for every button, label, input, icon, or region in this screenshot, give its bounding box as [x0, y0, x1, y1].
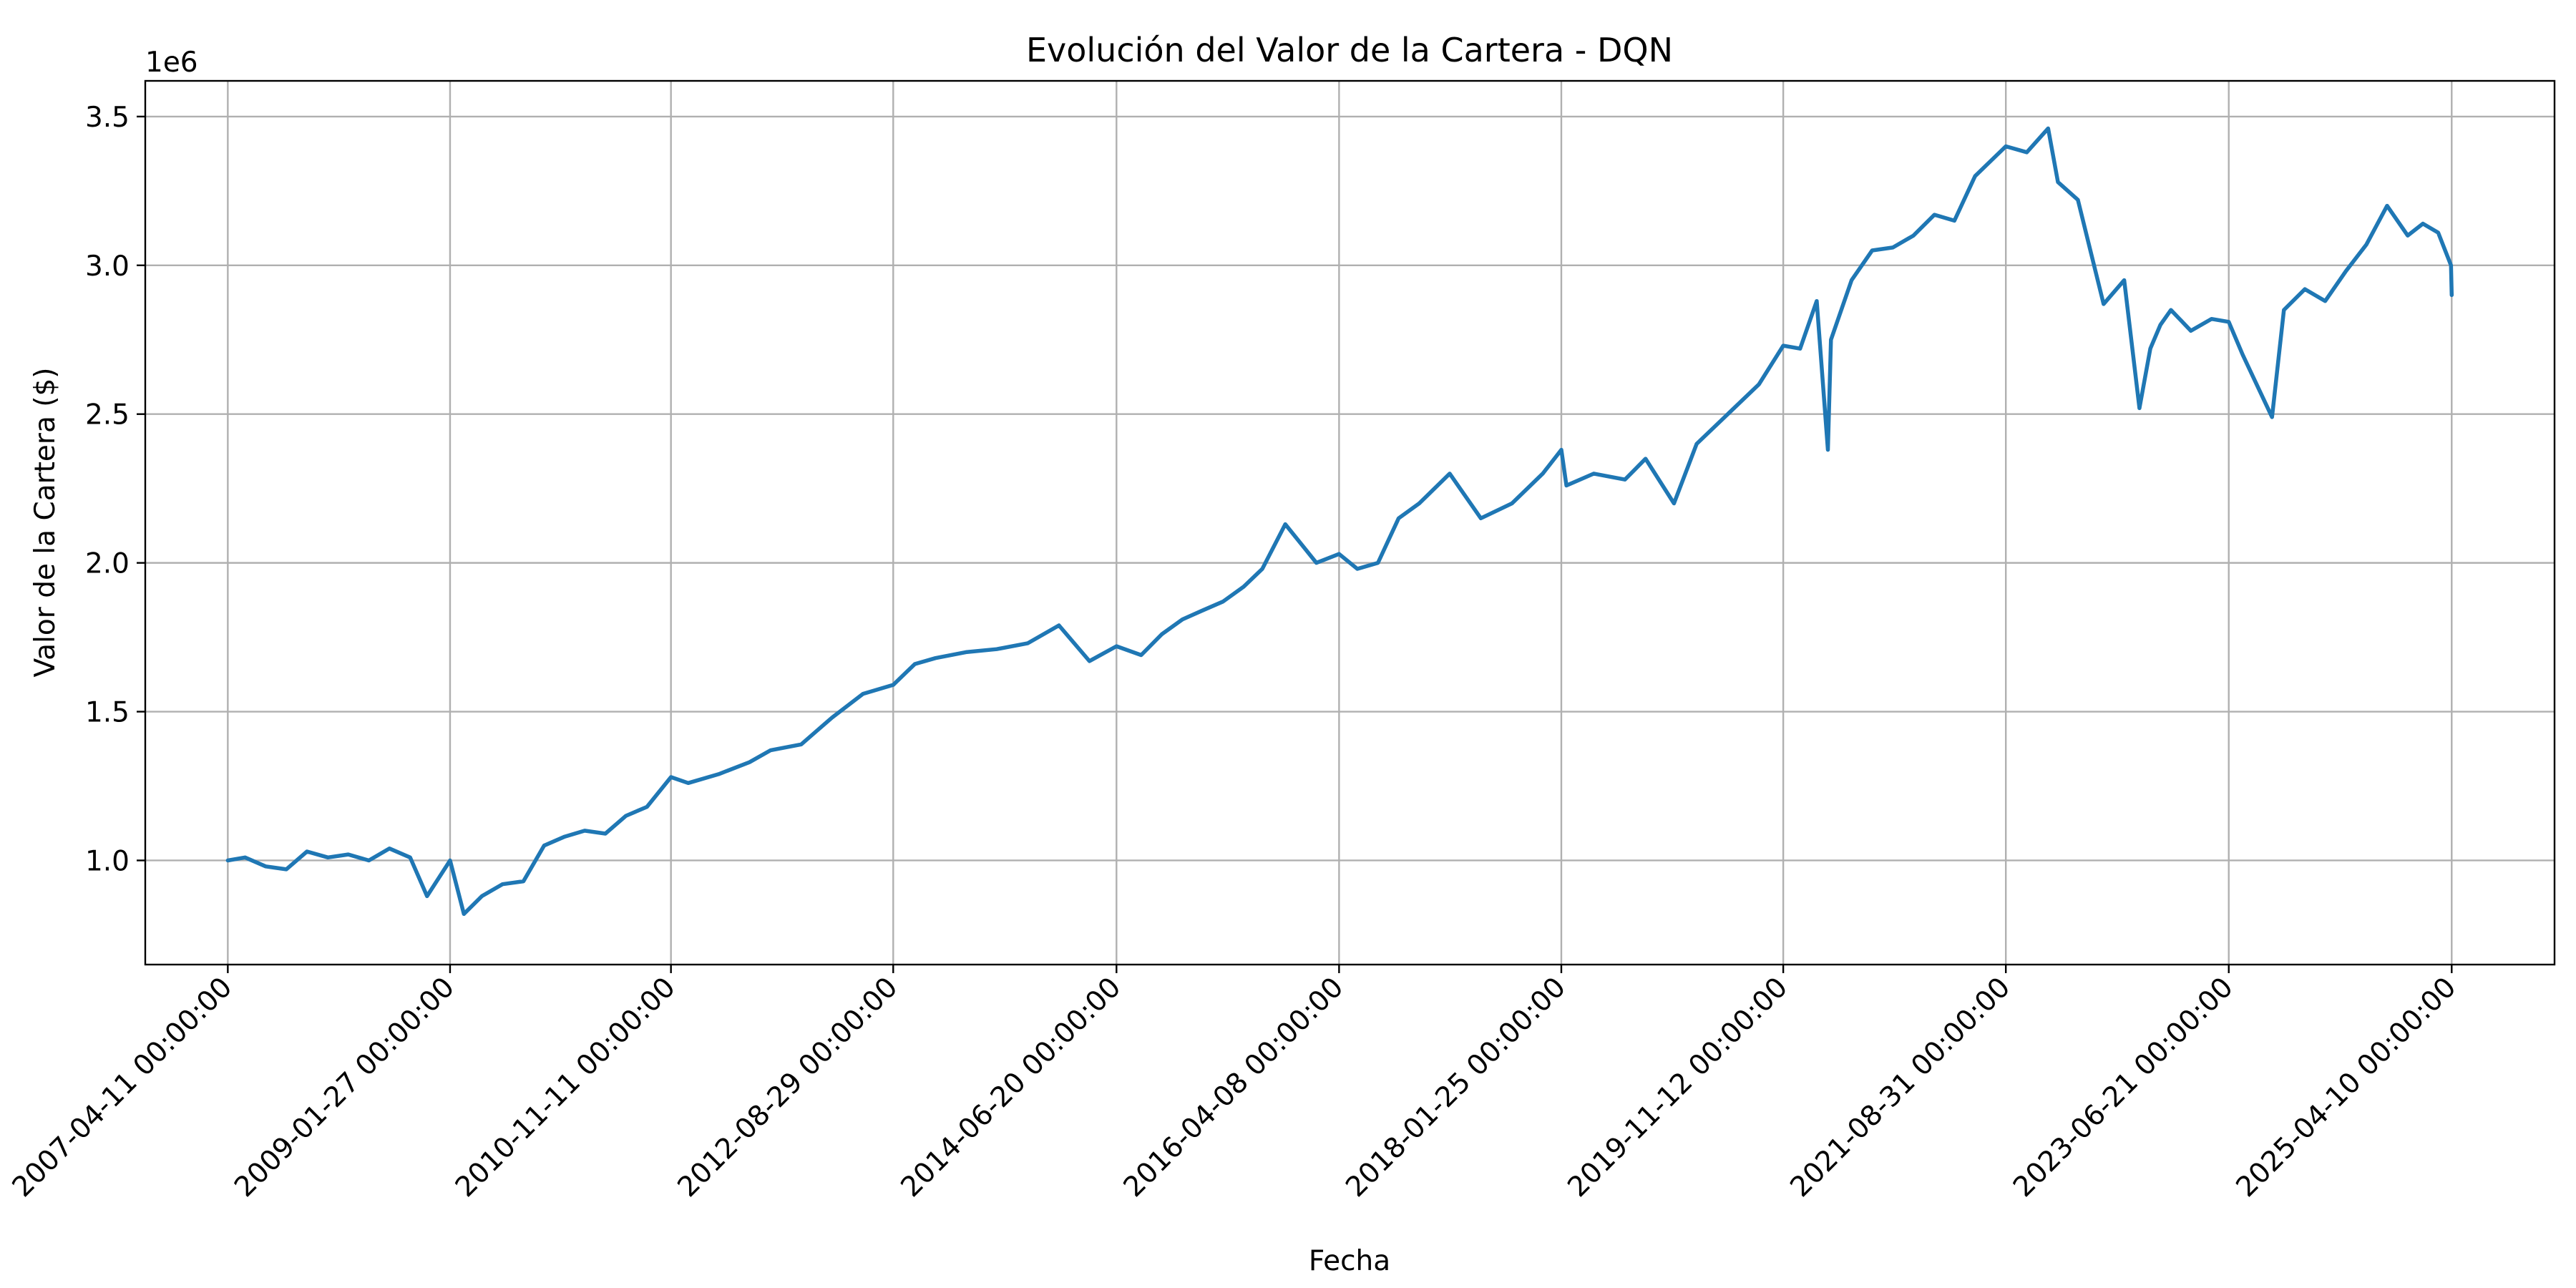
y-tick-label: 3.5 [85, 102, 130, 134]
chart-title: Evolución del Valor de la Cartera - DQN [1026, 31, 1673, 69]
grid [145, 81, 2555, 965]
y-tick-label: 3.0 [85, 250, 130, 283]
y-tick-label: 2.0 [85, 548, 130, 580]
y-tick-label: 2.5 [85, 399, 130, 431]
plot-frame [144, 79, 2556, 966]
y-tick-label: 1.5 [85, 697, 130, 729]
series-layer [225, 126, 2454, 917]
portfolio-value-line [225, 126, 2454, 917]
y-offset-label: 1e6 [145, 47, 198, 79]
x-axis-label: Fecha [1309, 1245, 1390, 1277]
y-tick-label: 1.0 [85, 845, 130, 877]
y-axis-label: Valor de la Cartera ($) [29, 368, 62, 678]
